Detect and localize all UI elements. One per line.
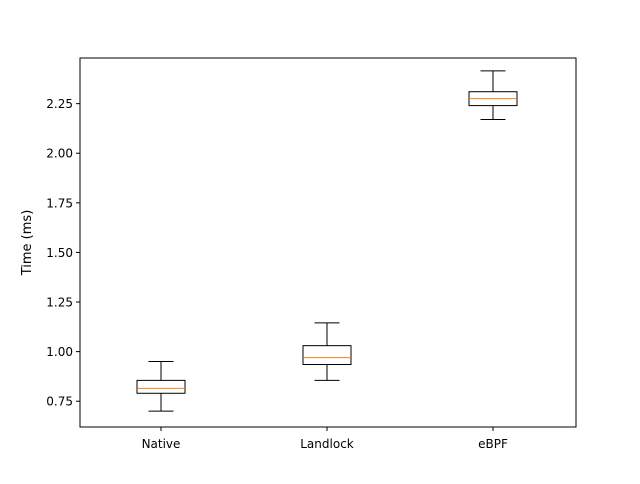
- x-tick-label-native: Native: [142, 437, 181, 451]
- y-tick-label: 1.50: [46, 246, 73, 260]
- axes-frame: [79, 57, 577, 428]
- interquartile-box: [302, 345, 352, 366]
- plot-area: [136, 70, 518, 412]
- y-tick-label: 1.25: [46, 296, 73, 310]
- y-tick-label: 0.75: [46, 395, 73, 409]
- interquartile-box: [136, 379, 186, 394]
- box-ebpf: [468, 70, 518, 120]
- x-axis-ticks: Native Landlock eBPF: [142, 427, 508, 451]
- box-native: [136, 361, 186, 412]
- box-landlock: [302, 322, 352, 381]
- x-tick-label-landlock: Landlock: [300, 437, 354, 451]
- y-axis-ticks: 0.75 1.00 1.25 1.50 1.75 2.00 2.25: [46, 97, 80, 409]
- x-tick-label-ebpf: eBPF: [478, 437, 508, 451]
- y-axis-label: Time (ms): [20, 210, 35, 277]
- y-tick-label: 2.00: [46, 147, 73, 161]
- y-tick-label: 1.75: [46, 196, 73, 210]
- y-tick-label: 2.25: [46, 97, 73, 111]
- y-tick-label: 1.00: [46, 345, 73, 359]
